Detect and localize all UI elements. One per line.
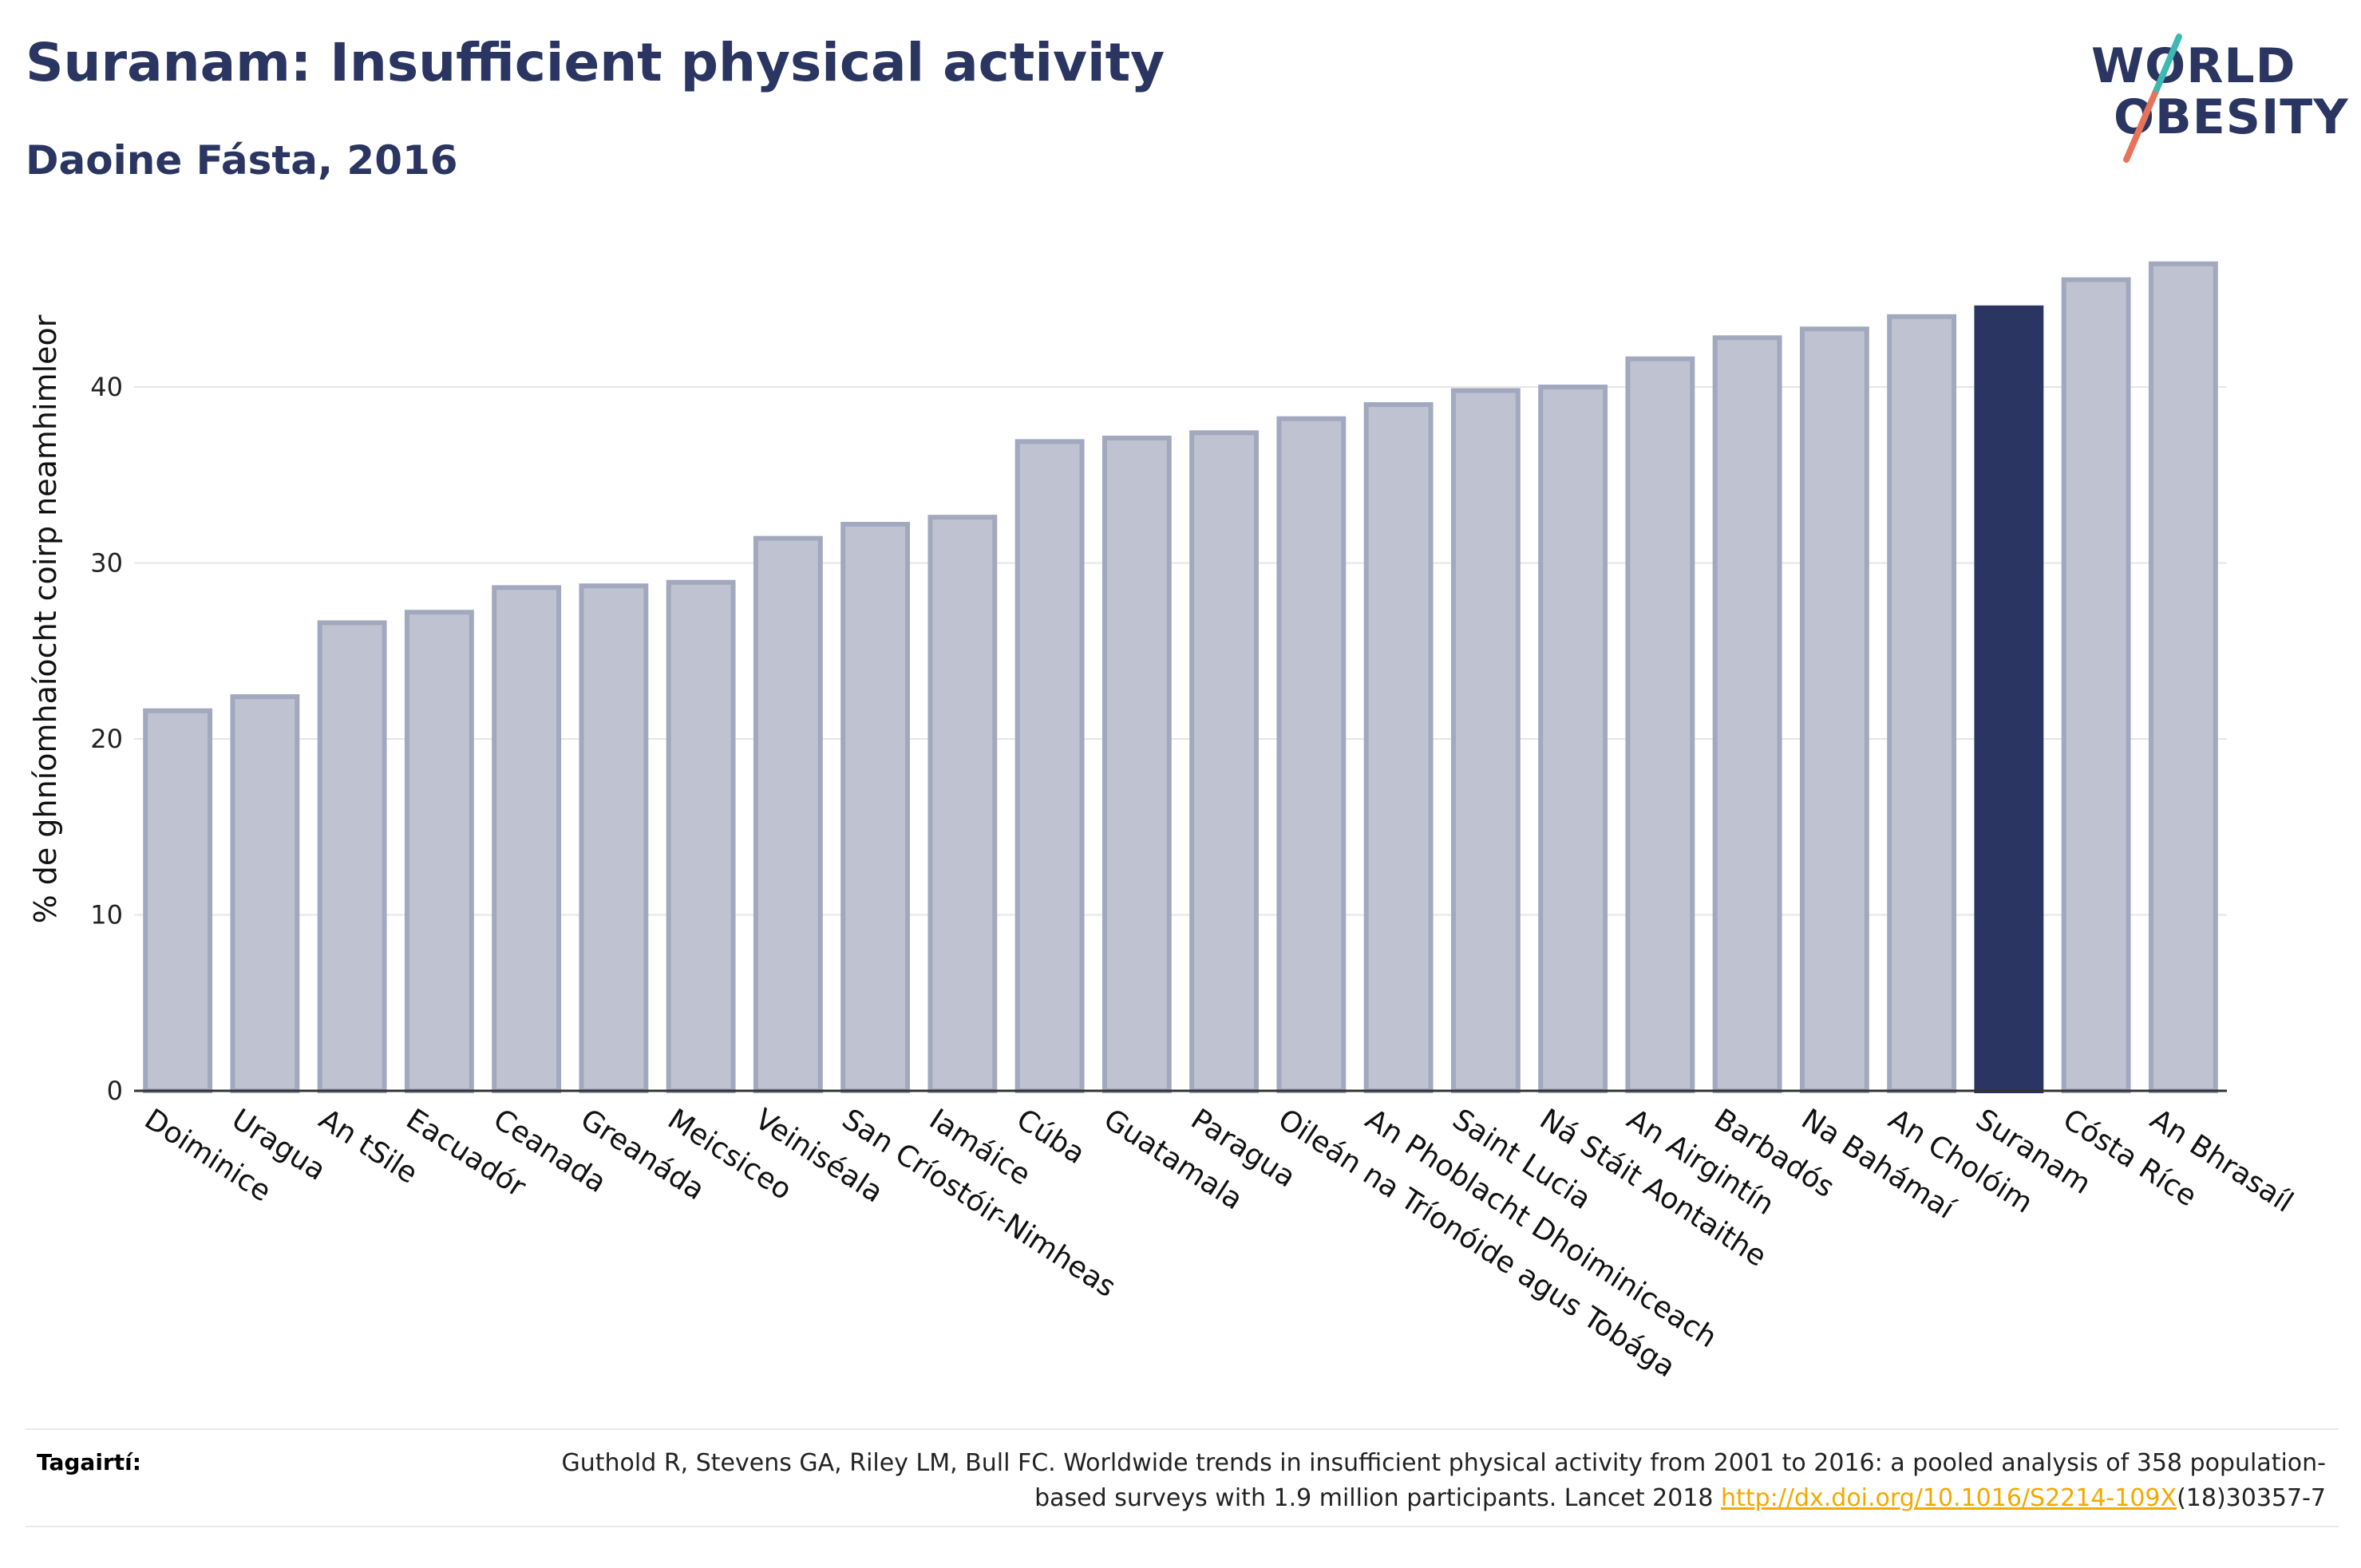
bar [2148,261,2218,1093]
y-tick-label: 30 [90,548,123,579]
bar [1712,335,1782,1093]
bar [1625,356,1695,1094]
world-obesity-logo: WORLD OBESITY [2075,32,2348,168]
chart-title: Suranam: Insufficient physical activity [26,32,1165,93]
bar [840,521,911,1093]
bar [666,579,736,1093]
y-tick-label: 40 [90,372,123,402]
bar [230,694,300,1094]
bar [143,708,213,1093]
bar [1189,430,1260,1093]
divider-bottom [26,1526,2339,1527]
references-citation: Guthold R, Stevens GA, Riley LM, Bull FC… [561,1449,2326,1512]
bar [492,585,562,1093]
references-citation-suffix: (18)30357-7 [2177,1484,2326,1512]
y-tick-label: 10 [90,900,123,930]
y-axis-label: % de ghníomhaíocht coirp neamhimleor [28,314,63,923]
bar [753,535,823,1093]
bar [1887,314,1957,1093]
bar [1014,439,1085,1093]
y-tick-label: 20 [90,724,123,754]
bar [579,583,649,1093]
bar [927,515,998,1093]
logo-word-world: WORLD [2091,38,2296,94]
bar [1450,388,1521,1094]
bar-chart: 0 10 20 30 40 % de ghníomhaíocht coirp neamhi… [28,261,2299,1384]
logo-slash-icon [2123,34,2182,163]
bar [1363,402,1434,1093]
bar [1538,385,1608,1093]
bar [1276,416,1347,1093]
x-tick-label: An tSile [313,1103,423,1191]
chart-subtitle: Daoine Fásta, 2016 [26,137,458,184]
divider-top [26,1428,2339,1430]
y-tick-label: 0 [107,1076,123,1106]
bar [1101,435,1172,1093]
bar-highlight [1974,305,2044,1093]
bar [404,610,474,1093]
references-label: Tagairtí: [37,1449,141,1475]
bar [1799,326,1869,1093]
bar [317,620,387,1093]
references-text: Guthold R, Stevens GA, Riley LM, Bull FC… [490,1446,2326,1516]
references-doi-link[interactable]: http://dx.doi.org/10.1016/S2214-109X [1721,1484,2177,1512]
bar [2061,277,2131,1093]
